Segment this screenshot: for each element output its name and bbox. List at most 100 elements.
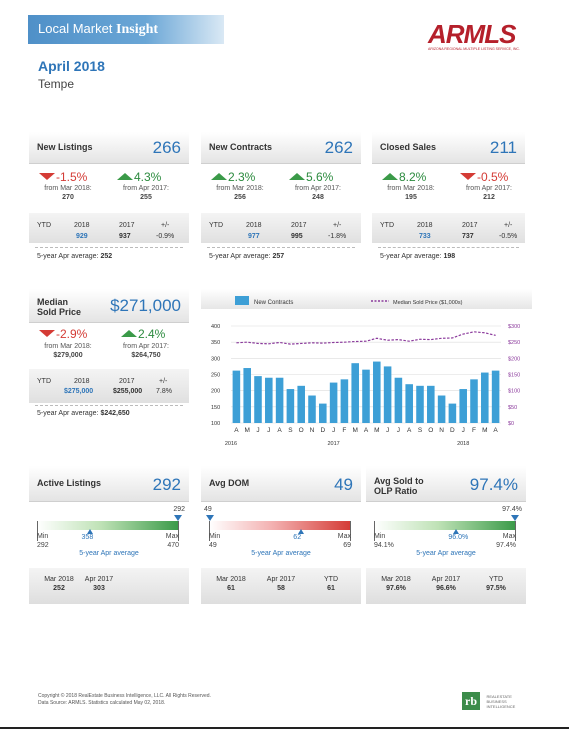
- bar-new-contracts: [394, 377, 403, 423]
- month-tick-label: A: [493, 427, 498, 434]
- month-tick-label: J: [332, 427, 335, 434]
- bar-new-contracts: [383, 366, 392, 423]
- year-tick-label: 2016: [225, 441, 237, 447]
- footer-stat-value: 97.5%: [486, 585, 506, 592]
- avg-label: 5-year Apr average:: [37, 410, 99, 417]
- month-tick-label: N: [310, 427, 315, 434]
- ytd-y2: 2017: [291, 222, 307, 229]
- change-indicator: 8.2%: [382, 170, 426, 184]
- footer-stat-value: 303: [93, 585, 105, 592]
- median-sold-price-card: Median Sold Price $271,000 -2.9% 2.4% fr…: [29, 289, 189, 432]
- left-tick-label: 150: [211, 405, 220, 411]
- month-tick-label: J: [462, 427, 465, 434]
- card-title: New Contracts: [209, 142, 273, 152]
- gauge-max-label: Max: [502, 533, 516, 540]
- median-title-line2: Sold Price: [37, 307, 82, 317]
- rbi-line2: BUSINESS: [486, 698, 507, 704]
- line-median-price: [236, 331, 496, 345]
- change-indicator: -1.5%: [39, 170, 87, 184]
- month-tick-label: A: [364, 427, 369, 434]
- gauge-average-value: 96.0%: [448, 534, 469, 541]
- gauge-min-value: 292: [37, 542, 49, 549]
- logo-tagline: ARIZONA REGIONAL MULTIPLE LISTING SERVIC…: [428, 47, 520, 51]
- card-header: Median Sold Price $271,000: [29, 289, 189, 323]
- gauge-current-marker: [510, 515, 519, 521]
- card-value: 97.4%: [469, 475, 518, 494]
- report-header-band: Local Market Insight: [28, 15, 224, 44]
- ytd-label: YTD: [37, 378, 51, 385]
- ytd-v1: 977: [248, 233, 260, 240]
- ytd-v2: 737: [462, 233, 474, 240]
- gauge-range-line: [37, 521, 38, 541]
- right-tick-label: $300: [508, 324, 520, 330]
- bar-new-contracts: [319, 403, 327, 423]
- ytd-band: [201, 213, 361, 243]
- card-value: 211: [489, 138, 517, 157]
- left-tick-label: 200: [211, 389, 220, 395]
- legend-bar-swatch: [235, 296, 249, 305]
- change-indicator: 2.3%: [211, 170, 255, 184]
- year-tick-label: 2018: [457, 441, 469, 447]
- gauge-min-label: Min: [209, 533, 221, 540]
- header-label-plain: Local Market: [38, 21, 113, 36]
- change-text: 2.3%: [228, 170, 256, 184]
- month-tick-label: N: [439, 427, 444, 434]
- compare-value: 255: [140, 194, 152, 201]
- data-source-text: Data Source: ARMLS. Statistics calculate…: [38, 700, 166, 706]
- card-value: 266: [152, 138, 181, 157]
- median-change-month: -2.9%: [39, 327, 87, 341]
- right-tick-label: $50: [508, 405, 517, 411]
- gauge-footer: Mar 2018 97.6% Apr 2017 96.6% YTD 97.5%: [366, 568, 526, 604]
- gauge-card: Active Listings 292 292 358 Min 292 Max 470 5-ye…: [29, 466, 189, 604]
- ytd-label: YTD: [209, 222, 223, 229]
- ytd-pm: +/-: [333, 222, 342, 229]
- divider: [35, 405, 183, 406]
- change-indicator: 5.6%: [289, 170, 333, 184]
- year-tick-label: 2017: [327, 441, 339, 447]
- bar-new-contracts: [448, 403, 457, 423]
- compare-value: 256: [234, 194, 246, 201]
- gauge-min-value: 49: [209, 542, 217, 549]
- month-tick-label: A: [277, 427, 282, 434]
- ytd-label: YTD: [37, 222, 51, 229]
- ytd-plusminus: +/-: [159, 378, 168, 385]
- compare-label: from Mar 2018:: [387, 185, 435, 192]
- bar-new-contracts: [427, 385, 435, 423]
- ytd-chg: -0.9%: [156, 233, 175, 240]
- ytd-v2: 937: [119, 233, 131, 240]
- month-tick-label: A: [407, 427, 412, 434]
- median-title-line1: Median: [37, 297, 69, 307]
- legend-bar-label: New Contracts: [254, 300, 293, 306]
- gauge-current-value: 292: [173, 506, 185, 513]
- change-text: 4.3%: [134, 170, 162, 184]
- gauge-max-value: 470: [167, 542, 179, 549]
- divider: [207, 247, 355, 248]
- bar-new-contracts: [405, 384, 413, 423]
- month-tick-label: J: [386, 427, 389, 434]
- contracts-price-chart: New Contracts Median Sold Price ($1,000s)…: [211, 296, 520, 447]
- left-tick-label: 100: [211, 421, 220, 427]
- report-header-label: Local Market Insight: [38, 21, 158, 38]
- ytd-band: [29, 213, 189, 243]
- ytd-label: YTD: [380, 222, 394, 229]
- arrow-up-icon: [289, 173, 305, 180]
- card-header: Closed Sales 211: [372, 132, 525, 164]
- ytd-chg: -1.8%: [328, 233, 347, 240]
- month-tick-label: F: [472, 427, 476, 434]
- stat-card: New Contracts 262 2.3% from Mar 2018: 256 5.6…: [201, 132, 361, 269]
- gauge-average-label: 5-year Apr average: [416, 550, 476, 557]
- change-indicator: -0.5%: [460, 170, 508, 184]
- median-value: $271,000: [110, 296, 181, 315]
- footer-stat-value: 96.6%: [436, 585, 456, 592]
- rbi-line3: INTELLIGENCE: [486, 703, 516, 709]
- compare-label: from Apr 2017:: [295, 185, 341, 192]
- rbi-wordmark: REALESTATE BUSINESS INTELLIGENCE: [486, 694, 515, 709]
- left-tick-label: 400: [211, 324, 220, 330]
- card-value: 49: [334, 475, 353, 494]
- ytd-y1: 2018: [246, 222, 262, 229]
- bar-new-contracts: [308, 395, 316, 423]
- ytd-y1: 2018: [74, 222, 90, 229]
- bar-new-contracts: [329, 382, 338, 423]
- gauge-max-label: Max: [165, 533, 179, 540]
- gauge-card: Avg Sold to OLP Ratio 97.4% 97.4% 96.0% Min 94…: [366, 466, 526, 604]
